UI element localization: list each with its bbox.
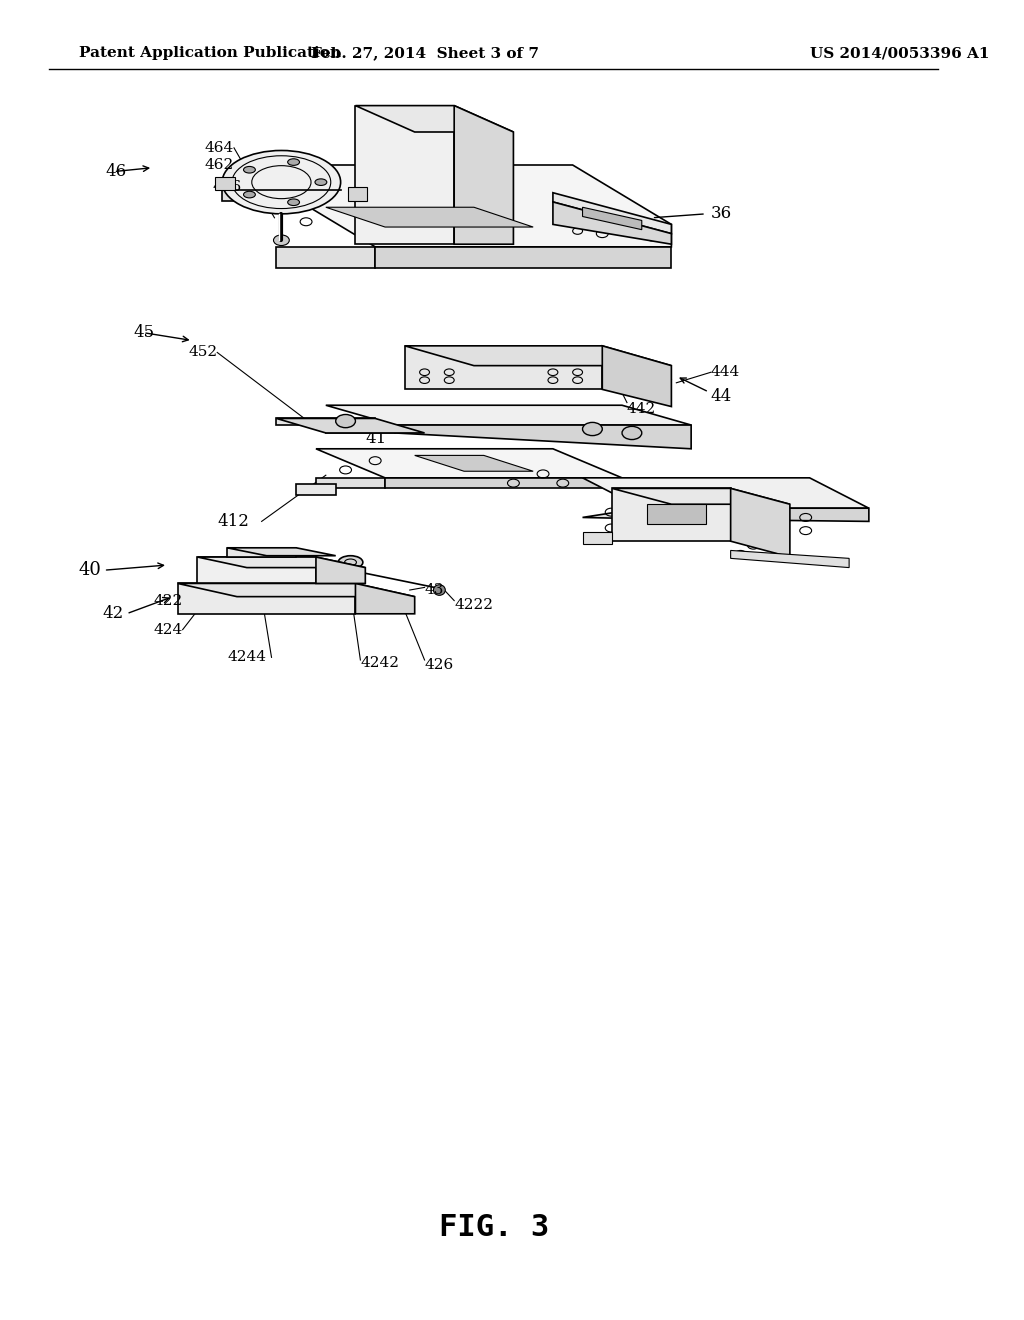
Text: 466: 466 — [213, 181, 242, 194]
Text: 42: 42 — [102, 606, 124, 622]
Text: 44: 44 — [711, 388, 732, 404]
Polygon shape — [355, 583, 415, 614]
Polygon shape — [326, 405, 691, 425]
Polygon shape — [227, 548, 336, 556]
Text: Patent Application Publication: Patent Application Publication — [79, 46, 341, 61]
Polygon shape — [731, 550, 849, 568]
Polygon shape — [583, 532, 612, 544]
Ellipse shape — [315, 180, 327, 186]
Polygon shape — [455, 106, 513, 244]
Polygon shape — [612, 488, 790, 504]
Polygon shape — [415, 455, 534, 471]
Polygon shape — [326, 425, 395, 433]
Polygon shape — [178, 583, 355, 614]
Polygon shape — [276, 418, 375, 425]
Polygon shape — [553, 193, 672, 234]
Polygon shape — [355, 106, 513, 132]
Polygon shape — [276, 247, 375, 268]
Bar — [296, 484, 336, 495]
Ellipse shape — [336, 414, 355, 428]
Polygon shape — [404, 346, 602, 389]
Ellipse shape — [622, 426, 642, 440]
Text: 442: 442 — [627, 403, 656, 416]
Polygon shape — [612, 488, 731, 541]
Polygon shape — [375, 247, 672, 268]
Text: 452: 452 — [188, 346, 217, 359]
Ellipse shape — [244, 191, 255, 198]
Polygon shape — [642, 508, 869, 521]
Polygon shape — [602, 346, 672, 407]
Text: 422: 422 — [154, 594, 182, 607]
Polygon shape — [215, 177, 234, 190]
Polygon shape — [227, 548, 296, 557]
Ellipse shape — [244, 166, 255, 173]
Text: 4242: 4242 — [360, 656, 399, 669]
Polygon shape — [583, 207, 642, 230]
Polygon shape — [316, 449, 622, 478]
Polygon shape — [731, 488, 790, 557]
Polygon shape — [583, 478, 869, 508]
Text: 36: 36 — [711, 206, 732, 222]
Polygon shape — [178, 583, 415, 597]
Polygon shape — [395, 425, 691, 449]
Ellipse shape — [288, 199, 300, 206]
Ellipse shape — [338, 556, 362, 569]
Polygon shape — [198, 557, 366, 568]
Polygon shape — [326, 207, 534, 227]
Ellipse shape — [288, 158, 300, 165]
Polygon shape — [276, 165, 672, 247]
Text: 424: 424 — [154, 623, 182, 636]
Text: US 2014/0053396 A1: US 2014/0053396 A1 — [810, 46, 989, 61]
Polygon shape — [222, 190, 341, 201]
Polygon shape — [404, 346, 672, 366]
Text: 444: 444 — [711, 366, 740, 379]
Text: 43: 43 — [425, 583, 444, 597]
Polygon shape — [553, 202, 672, 244]
Text: FIG. 3: FIG. 3 — [438, 1213, 549, 1242]
Ellipse shape — [222, 150, 341, 214]
Ellipse shape — [273, 235, 290, 246]
Text: 462: 462 — [205, 158, 234, 172]
Polygon shape — [583, 508, 642, 519]
Text: 47: 47 — [385, 148, 407, 164]
Ellipse shape — [433, 585, 445, 595]
Text: 40: 40 — [79, 561, 101, 579]
Text: 45: 45 — [133, 325, 155, 341]
Polygon shape — [355, 106, 455, 244]
Polygon shape — [276, 418, 425, 433]
Polygon shape — [347, 187, 368, 201]
Text: 4222: 4222 — [455, 598, 494, 611]
Polygon shape — [647, 504, 706, 524]
Text: 46: 46 — [105, 164, 127, 180]
Ellipse shape — [583, 422, 602, 436]
Text: 41: 41 — [366, 430, 387, 446]
Text: 412: 412 — [217, 513, 249, 529]
Text: 426: 426 — [425, 659, 454, 672]
Polygon shape — [198, 557, 316, 583]
Text: 464: 464 — [205, 141, 234, 154]
Polygon shape — [385, 478, 622, 488]
Polygon shape — [316, 478, 385, 488]
Text: 4244: 4244 — [227, 651, 266, 664]
Text: Feb. 27, 2014  Sheet 3 of 7: Feb. 27, 2014 Sheet 3 of 7 — [310, 46, 539, 61]
Polygon shape — [316, 557, 366, 583]
